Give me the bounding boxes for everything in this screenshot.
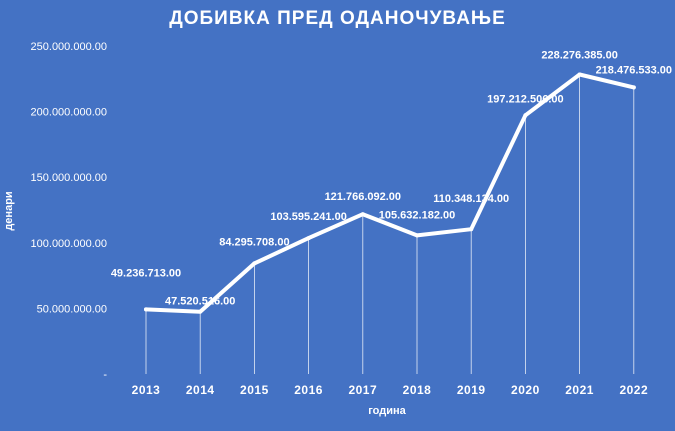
x-tick-label: 2013: [132, 383, 161, 397]
y-axis-label: денари: [3, 191, 15, 230]
data-label: 84.295.708.00: [219, 236, 289, 248]
y-tick-label: -: [103, 369, 107, 381]
x-tick-label: 2021: [565, 383, 594, 397]
series-line: [144, 72, 636, 314]
data-label: 228.276.385.00: [541, 50, 617, 62]
data-point: [631, 85, 636, 90]
data-label: 105.632.182.00: [379, 209, 455, 221]
data-label: 218.476.533.00: [596, 64, 672, 76]
x-tick-label: 2022: [619, 383, 648, 397]
data-label: 121.766.092.00: [325, 191, 401, 203]
y-tick-label: 50.000.000.00: [37, 303, 107, 315]
data-point: [198, 309, 203, 314]
y-tick-label: 150.000.000.00: [31, 172, 107, 184]
data-point: [577, 72, 582, 77]
y-tick-label: 100.000.000.00: [31, 238, 107, 250]
x-tick-label: 2016: [294, 383, 323, 397]
x-tick-label: 2020: [511, 383, 540, 397]
data-point: [144, 307, 148, 312]
x-tick-label: 2018: [403, 383, 432, 397]
data-label: 197.212.506.00: [487, 93, 563, 105]
data-label: 103.595.241.00: [270, 211, 346, 223]
data-point: [469, 227, 474, 232]
x-tick-label: 2015: [240, 383, 269, 397]
x-tick-label: 2017: [348, 383, 377, 397]
y-tick-label: 200.000.000.00: [31, 107, 107, 119]
data-label: 110.348.134.00: [433, 193, 509, 205]
data-point: [252, 261, 257, 266]
data-point: [306, 236, 311, 241]
data-label: 47.520.516.00: [165, 296, 235, 308]
y-tick-label: 250.000.000.00: [31, 41, 107, 53]
data-point: [415, 233, 419, 238]
data-point: [523, 113, 528, 118]
x-tick-label: 2019: [457, 383, 486, 397]
data-label: 49.236.713.00: [111, 267, 181, 279]
x-tick-label: 2014: [186, 383, 215, 397]
chart-title: ДОБИВКА ПРЕД ОДАНОЧУВАЊЕ: [169, 8, 506, 29]
x-axis-label: година: [368, 405, 406, 417]
data-point: [360, 212, 365, 217]
